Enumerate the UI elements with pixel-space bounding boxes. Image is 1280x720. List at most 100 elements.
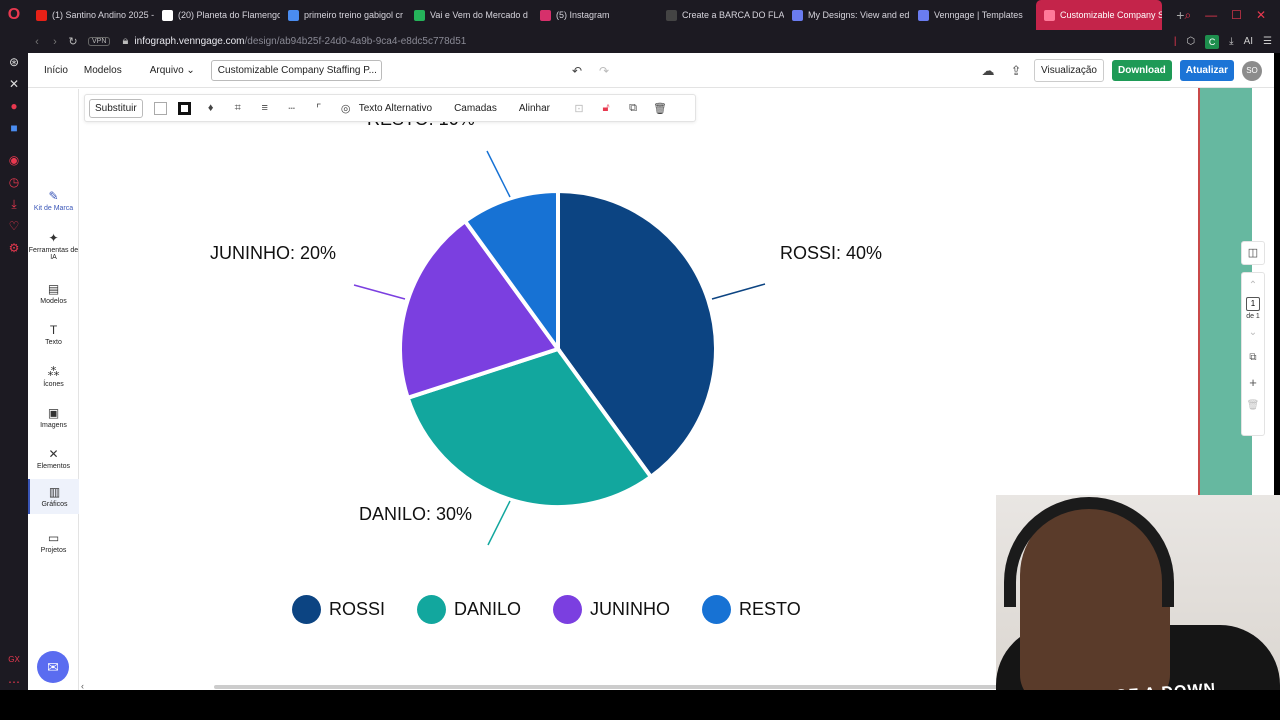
align-button[interactable]: Alinhar xyxy=(518,102,551,114)
line-style-icon[interactable]: ┄ xyxy=(288,102,295,115)
leftnav-item[interactable]: ✕ Elementos xyxy=(28,447,79,470)
browser-tab[interactable]: primeiro treino gabigol cr xyxy=(280,0,406,30)
pie-label-rossi[interactable]: ROSSI: 40% xyxy=(780,243,883,263)
menu-icon[interactable]: ☰ xyxy=(1263,36,1272,47)
line-weight-icon[interactable]: ≡ xyxy=(261,102,268,114)
pie-label-danilo[interactable]: DANILO: 30% xyxy=(359,504,473,524)
crop-icon[interactable]: ⌗ xyxy=(234,101,241,114)
duplicate-icon[interactable]: ⧉ xyxy=(629,101,637,114)
page-up-icon[interactable]: ⌃ xyxy=(1248,280,1258,291)
download-button[interactable]: Download xyxy=(1111,60,1172,81)
browser-tab[interactable]: Vai e Vem do Mercado d xyxy=(406,0,532,30)
browser-tab[interactable]: (1) Santino Andino 2025 - xyxy=(28,0,154,30)
settings-icon[interactable]: ⚙ xyxy=(8,241,20,255)
opera-logo-icon[interactable]: O xyxy=(7,6,21,23)
pie-slice-danilo[interactable] xyxy=(405,346,654,509)
maximize-icon[interactable]: ☐ xyxy=(1231,7,1242,22)
assistant-chat-icon[interactable]: ✉ xyxy=(37,651,69,683)
minimize-icon[interactable]: — xyxy=(1205,7,1218,22)
layers-button[interactable]: Camadas xyxy=(454,102,497,114)
ai-button[interactable]: AI xyxy=(1243,36,1254,47)
page-number[interactable]: 1 xyxy=(1246,297,1260,311)
fill-color-swatch[interactable] xyxy=(153,101,167,115)
pie-chart[interactable] xyxy=(80,89,1198,683)
pie-slice-resto[interactable] xyxy=(462,188,560,356)
alt-text-icon[interactable]: ◎ xyxy=(340,102,351,115)
youtube-icon[interactable]: ● xyxy=(10,99,18,113)
pie-label-juninho[interactable]: JUNINHO: 20% xyxy=(210,243,337,263)
document-title-input[interactable]: Customizable Company Staffing P... xyxy=(210,59,382,81)
more-icon[interactable]: ⋯ xyxy=(8,675,20,689)
browser-tab[interactable]: Venngage | Templates xyxy=(910,0,1036,30)
leftnav-item[interactable]: ▭ Projetos xyxy=(28,531,79,554)
leftnav-item[interactable]: ▤ Modelos xyxy=(28,282,79,305)
url-field[interactable]: infograph.venngage.com/design/ab94b25f-2… xyxy=(134,36,466,47)
browser-tab[interactable]: Create a BARCA DO FLA xyxy=(658,0,784,30)
downloads-icon[interactable]: ⤓ xyxy=(11,197,17,211)
reload-icon[interactable]: ↻ xyxy=(68,36,78,48)
preview-button[interactable]: Visualização xyxy=(1034,59,1104,82)
legend-item[interactable]: JUNINHO xyxy=(553,595,670,624)
gx-icon[interactable]: GX xyxy=(8,655,20,664)
browser-tab[interactable]: (20) Planeta do Flamengo xyxy=(154,0,280,30)
lock-icon[interactable]: 🔓︎ xyxy=(602,101,610,114)
leftnav-item[interactable]: ⁂ Ícones xyxy=(28,365,79,388)
leftnav-item[interactable]: ▣ Imagens xyxy=(28,406,79,429)
corner-radius-icon[interactable]: ⌜ xyxy=(316,102,322,115)
chevron-down-icon: ⌄ xyxy=(186,64,195,76)
leftnav-item[interactable]: ▥ Gráficos xyxy=(28,479,79,514)
legend-item[interactable]: RESTO xyxy=(702,595,801,624)
forward-icon[interactable]: › xyxy=(53,35,57,48)
alt-text-button[interactable]: Texto Alternativo xyxy=(358,102,433,114)
update-button[interactable]: Atualizar xyxy=(1179,60,1234,81)
close-icon[interactable]: ✕ xyxy=(1255,7,1266,22)
trash-icon[interactable]: 🗑︎ xyxy=(653,102,667,115)
lock-icon: 🔒︎ xyxy=(122,35,129,47)
heart-icon[interactable]: ♡ xyxy=(8,219,20,233)
undo-icon[interactable]: ↶ xyxy=(572,64,583,78)
download-icon[interactable]: ⤓ xyxy=(1229,36,1234,47)
leftnav-item[interactable]: ✦ Ferramentas de IA xyxy=(28,231,79,261)
group-icon[interactable]: ⊡ xyxy=(574,102,584,115)
chatgpt-icon[interactable]: ⊛ xyxy=(8,55,20,69)
extensions-icon[interactable]: ⬡ xyxy=(1186,36,1196,47)
file-menu-label: Arquivo xyxy=(149,64,184,76)
home-link[interactable]: Início xyxy=(44,64,68,76)
add-page-icon[interactable]: + xyxy=(1249,375,1257,390)
share-upload-icon[interactable]: ⇪ xyxy=(1010,62,1022,78)
avatar[interactable]: SO xyxy=(1242,60,1262,81)
border-color-swatch[interactable] xyxy=(177,101,191,115)
delete-page-icon[interactable]: 🗑︎ xyxy=(1246,400,1260,411)
file-menu[interactable]: Arquivo ⌄ xyxy=(150,65,195,76)
leftnav-item[interactable]: ✎ Kit de Marca xyxy=(28,189,79,212)
x-icon[interactable]: ✕ xyxy=(8,77,20,91)
cloud-save-icon[interactable]: ☁ xyxy=(981,62,995,78)
search-icon[interactable]: ⌕ xyxy=(1184,7,1192,22)
scroll-left-icon[interactable]: ‹ xyxy=(81,681,84,691)
templates-link[interactable]: Modelos xyxy=(83,64,122,76)
new-tab-icon[interactable]: + xyxy=(1176,7,1185,23)
leftnav-label: Imagens xyxy=(40,422,67,429)
copy-page-icon[interactable]: ⧉ xyxy=(1249,352,1257,363)
profile-icon[interactable]: C xyxy=(1205,34,1220,49)
redo-icon[interactable]: ↷ xyxy=(599,64,610,78)
page-down-icon[interactable]: ⌄ xyxy=(1248,327,1258,338)
player-icon[interactable]: ◉ xyxy=(8,153,20,167)
pages-panel-icon[interactable]: ◫ xyxy=(1241,241,1265,265)
browser-tab[interactable]: My Designs: View and ed xyxy=(784,0,910,30)
vpn-badge[interactable]: VPN xyxy=(88,37,111,46)
drop-icon[interactable]: ♦ xyxy=(207,102,214,114)
browser-tab[interactable]: Customizable Company St xyxy=(1036,0,1162,30)
pie-slice-juninho[interactable] xyxy=(398,218,562,401)
replace-button[interactable]: Substituir xyxy=(89,98,143,118)
pie-slice-rossi[interactable] xyxy=(556,188,718,480)
back-icon[interactable]: ‹ xyxy=(35,35,39,48)
leftnav-item[interactable]: T Texto xyxy=(28,323,79,346)
tab-label: (20) Planeta do Flamengo xyxy=(178,10,280,20)
legend-item[interactable]: ROSSI xyxy=(292,595,385,624)
extension-icon[interactable]: ■ xyxy=(10,121,18,135)
legend-item[interactable]: DANILO xyxy=(417,595,521,624)
browser-tab[interactable]: (5) Instagram xyxy=(532,0,658,30)
horizontal-scrollbar[interactable] xyxy=(214,685,1214,689)
history-icon[interactable]: ◷ xyxy=(8,175,20,189)
